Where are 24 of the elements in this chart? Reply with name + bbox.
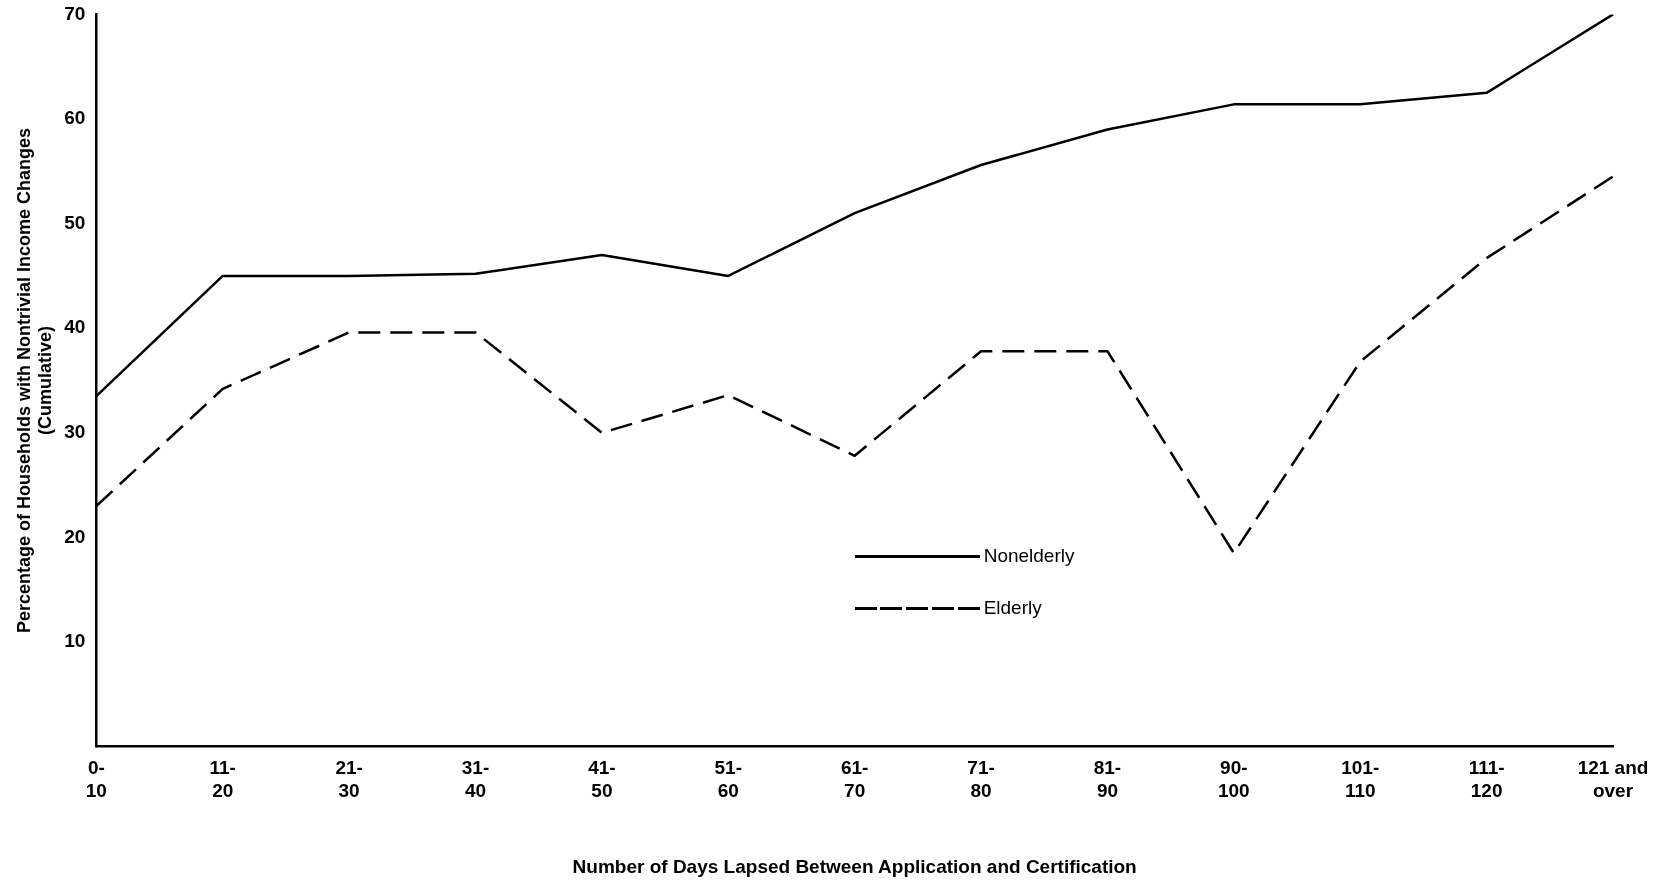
y-tick-label: 20 <box>64 525 86 547</box>
x-tick-label: 121 and over <box>1577 757 1649 802</box>
y-tick-label: 50 <box>64 211 86 233</box>
y-tick-label: 60 <box>64 107 86 129</box>
legend-label: Nonelderly <box>983 545 1075 568</box>
y-tick-label: 30 <box>64 421 86 443</box>
x-tick-label: 21- 30 <box>335 757 363 802</box>
x-tick-label: 61- 70 <box>840 757 869 802</box>
x-tick-label: 31- 40 <box>461 757 490 802</box>
y-tick-label: 40 <box>64 316 86 338</box>
x-tick-label: 101- 110 <box>1341 757 1380 802</box>
x-tick-label: 11- 20 <box>209 757 236 802</box>
x-tick-label: 90- 100 <box>1217 757 1250 802</box>
x-tick-label: 71- 80 <box>967 757 995 802</box>
x-axis-title: Number of Days Lapsed Between Application and Certification <box>572 855 1137 877</box>
legend-label: Elderly <box>983 597 1042 620</box>
y-tick-label: 10 <box>64 630 86 652</box>
x-tick-label: 41- 50 <box>588 757 616 802</box>
y-axis-title: Percentage of Households with Nontrivial Income Changes (Cumulative) <box>13 127 56 634</box>
x-tick-label: 0- 10 <box>85 757 107 802</box>
y-tick-label: 70 <box>64 2 86 24</box>
x-tick-label: 51- 60 <box>714 757 743 802</box>
x-tick-label: 111- 120 <box>1468 757 1505 802</box>
x-tick-label: 81- 90 <box>1093 757 1122 802</box>
